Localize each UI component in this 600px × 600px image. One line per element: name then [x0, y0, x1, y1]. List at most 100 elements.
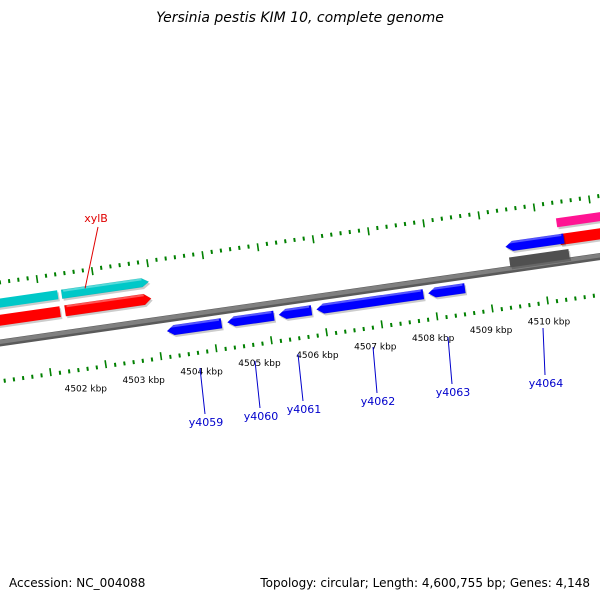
tick-inner	[113, 362, 117, 367]
label-leader-y4062	[372, 346, 378, 394]
tick-outer	[146, 259, 149, 268]
tick-inner	[399, 321, 402, 326]
reverse-gene-4-body	[316, 288, 425, 314]
tick-inner	[509, 305, 513, 310]
genome-stats-label: Topology: circular; Length: 4,600,755 bp…	[260, 576, 590, 590]
tick-outer	[431, 217, 434, 223]
tick-inner	[344, 329, 347, 334]
forward-gene-red-2-highlight	[66, 294, 144, 308]
tick-inner	[426, 317, 430, 322]
tick-outer	[238, 245, 241, 251]
reverse-gene-2-body	[226, 310, 275, 327]
tick-inner	[592, 293, 596, 298]
reverse-gene-5-body	[427, 282, 466, 298]
reverse-gene-1	[166, 318, 224, 337]
forward-gene-xylB	[60, 277, 151, 301]
tick-outer	[99, 265, 103, 270]
forward-strand-features	[0, 212, 600, 329]
kbp-label: 4502 kbp	[65, 384, 108, 394]
label-leader-y4064	[542, 327, 546, 376]
forward-gene-red-3-body	[559, 228, 600, 245]
tick-inner	[86, 366, 89, 371]
reverse-gene-6	[505, 233, 567, 253]
forward-gene-red-3	[559, 228, 600, 247]
tick-outer	[403, 221, 407, 227]
tick-outer	[532, 203, 536, 212]
forward-gene-left-red-body	[0, 306, 61, 326]
tick-inner	[77, 367, 80, 373]
tick-inner	[67, 369, 71, 374]
tick-inner	[482, 309, 485, 314]
gene-label-y4064: y4064	[529, 377, 564, 390]
tick-inner	[261, 341, 264, 346]
gene-label-y4060: y4060	[244, 410, 279, 423]
tick-inner	[445, 314, 448, 320]
gene-label-y4061: y4061	[287, 403, 322, 416]
tick-outer	[293, 237, 296, 243]
tick-outer	[256, 243, 260, 252]
tick-inner	[500, 306, 504, 312]
tick-outer	[412, 220, 416, 225]
tick-outer	[504, 207, 508, 212]
tick-inner	[390, 322, 393, 328]
tick-inner	[206, 349, 209, 354]
tick-inner	[169, 354, 172, 359]
tick-outer	[155, 257, 158, 262]
tick-inner	[187, 352, 191, 357]
gene-label-xylB: xylB	[84, 212, 108, 225]
tick-inner	[252, 342, 255, 348]
tick-inner	[196, 350, 200, 355]
forward-gene-xylB-highlight	[63, 278, 142, 292]
forward-gene-magenta-body	[555, 212, 600, 228]
gene-label-y4059: y4059	[189, 416, 224, 429]
tick-inner	[3, 378, 6, 383]
forward-gene-xylB-body	[60, 277, 150, 299]
tick-inner	[21, 375, 25, 381]
tick-outer	[17, 277, 20, 282]
tick-inner	[233, 345, 237, 350]
tick-inner	[380, 320, 384, 329]
tick-inner	[574, 296, 577, 301]
tick-outer	[72, 269, 75, 274]
feature-labels: 4502 kbp 4503 kbp 4504 kbp 4505 kbp 4506 kbp…	[65, 212, 571, 429]
tick-outer	[376, 225, 379, 231]
tick-outer	[523, 204, 526, 209]
tick-inner	[95, 365, 99, 370]
label-leader-y4059	[199, 367, 206, 415]
tick-outer	[210, 249, 213, 255]
tick-inner	[12, 377, 16, 382]
tick-inner	[528, 302, 531, 308]
tick-inner	[58, 370, 62, 375]
tick-inner	[334, 330, 338, 336]
tick-outer	[569, 198, 572, 203]
tick-outer	[541, 201, 545, 207]
tick-outer	[81, 268, 85, 273]
tick-inner	[242, 344, 246, 349]
tick-outer	[164, 256, 167, 261]
forward-gene-left-cyan-body	[0, 290, 59, 308]
tick-outer	[367, 227, 370, 236]
forward-gene-left-red	[0, 306, 63, 329]
tick-outer	[63, 270, 66, 276]
tick-inner	[546, 296, 549, 305]
reverse-gene-3	[278, 305, 314, 321]
tick-inner	[472, 310, 476, 316]
genome-backbone	[0, 253, 600, 347]
gene-label-y4062: y4062	[361, 395, 396, 408]
tick-outer	[173, 255, 177, 260]
tick-outer	[514, 205, 517, 211]
tick-outer	[394, 223, 398, 228]
reverse-gene-5-highlight	[429, 283, 463, 291]
reverse-strand-features	[166, 233, 572, 337]
reverse-gene-4	[316, 288, 426, 316]
tick-outer	[551, 200, 554, 205]
tick-outer	[348, 229, 351, 235]
map-title: Yersinia pestis KIM 10, complete genome	[156, 10, 444, 26]
tick-inner	[325, 328, 328, 337]
reverse-gene-1-highlight	[168, 318, 220, 328]
kbp-label: 4505 kbp	[238, 359, 281, 369]
tick-inner	[417, 318, 421, 324]
tick-outer	[357, 228, 361, 233]
tick-outer	[35, 274, 39, 284]
